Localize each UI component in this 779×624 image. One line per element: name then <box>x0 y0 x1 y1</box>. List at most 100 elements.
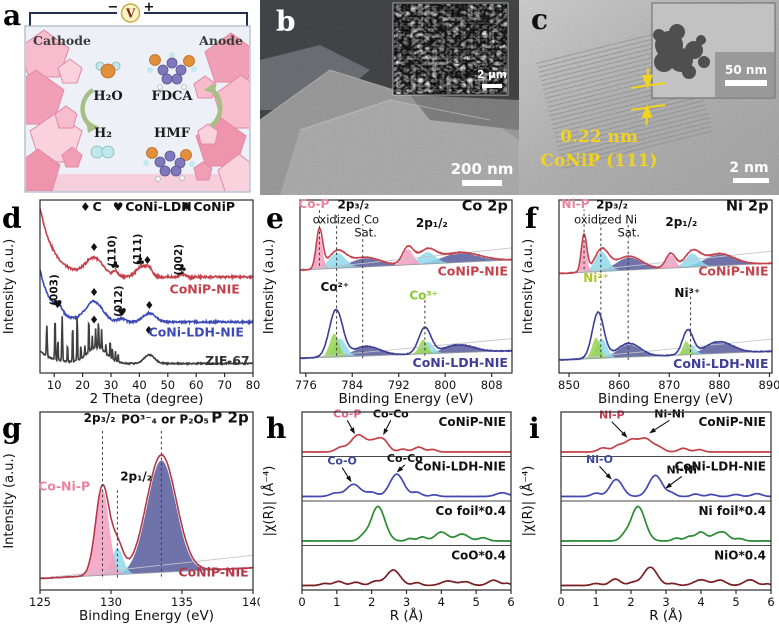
h2o-molecule <box>95 61 121 79</box>
annotation: P 2p <box>211 409 249 427</box>
xrd-chart: 10 20 30 40 50 60 70 80 2 Theta (degree) Intensit… <box>2 199 260 407</box>
annotation: CoNi-LDH-NIE <box>673 356 768 371</box>
annotation-arrow <box>611 421 624 434</box>
annotation-arrow <box>346 420 353 430</box>
trace-CoNi-LDH-NIE <box>558 310 773 362</box>
voltmeter-icon <box>120 3 141 23</box>
annotation: ♥ <box>53 298 63 311</box>
subpanel-label: CoNi-LDH-NIE <box>674 460 766 474</box>
annotation: CoNi-LDH-NIE <box>413 355 508 370</box>
annotation: CoNiP-NIE <box>438 263 508 278</box>
x-axis-label: 2 Theta (degree) <box>90 391 204 407</box>
annotation-arrowhead <box>649 427 656 434</box>
exafs-trace-CoNi-LDH-NIE <box>561 474 772 498</box>
trace-CoNi-LDH-NIE <box>39 269 254 326</box>
minus-sign: − <box>108 0 119 15</box>
panel-g-letter: g <box>2 412 22 445</box>
panel-h: h CoNiP-NIE Co-P Co-Co CoNi-LDH-NIE Co-O Co-C… <box>260 407 519 624</box>
p2p-xps-chart: 125 130 135 140 Binding Energy (eV) Intensity… <box>2 409 260 624</box>
fill-peak <box>319 333 350 358</box>
exafs-trace-Co foil*0.4 <box>301 505 511 542</box>
annotation-arrowhead <box>396 466 404 473</box>
h2-label: H₂ <box>94 126 112 141</box>
panel-c-letter: c <box>531 3 549 36</box>
annotation: oxidized Ni <box>574 212 637 226</box>
annotation: (002) <box>173 244 185 276</box>
trace-ZIF-67 <box>39 316 253 366</box>
x-axis-label: R (Å) <box>390 607 423 624</box>
subpanel-label: CoNiP-NIE <box>699 415 766 429</box>
annotation: Co-Co <box>373 407 409 420</box>
scalebar <box>733 178 769 183</box>
annotation: Ni²⁺ <box>583 271 609 285</box>
annotation: PO³⁻₄ or P₂O₅ <box>121 413 209 427</box>
anode-label: Anode <box>198 33 243 48</box>
x-tick-label: 4 <box>438 595 445 609</box>
x-axis-label: R (Å) <box>649 607 682 624</box>
annotation-arrow <box>400 464 406 469</box>
annotation: ♦ <box>144 324 154 337</box>
annotation-arrowhead <box>345 475 352 483</box>
annotation: ♣ <box>181 200 192 214</box>
panel-d-letter: d <box>2 202 22 235</box>
panel-b: b <box>260 0 519 195</box>
trace-CoNiP-NIE <box>299 227 513 272</box>
x-axis-label: Binding Energy (eV) <box>79 608 214 624</box>
x-tick-label: 125 <box>29 595 51 609</box>
annotation: ♦ <box>89 314 99 327</box>
annotation: 2p₃/₂ <box>596 198 628 212</box>
h2o-label: H₂O <box>93 89 122 104</box>
fill-peak <box>669 253 715 269</box>
panel-a-canvas: V − + <box>24 0 251 193</box>
annotation-arrow <box>654 419 670 431</box>
x-tick-label: 3 <box>662 595 669 609</box>
annotation-arrowhead <box>383 428 389 436</box>
x-tick-label: 6 <box>767 595 774 609</box>
circuit-wire: V − + <box>29 0 248 28</box>
annotation: ♣ <box>177 262 187 275</box>
panel-g: g 125 130 135 140 Binding Energy (eV) Intensi… <box>0 407 260 624</box>
x-tick-label: 890 <box>759 378 779 392</box>
annotation: (110) <box>106 235 118 267</box>
subpanel-label: NiO*0.4 <box>714 549 766 563</box>
scalebar-label: 2 nm <box>729 160 768 176</box>
annotation: ♥ <box>117 306 127 319</box>
annotation: Ni³⁺ <box>674 286 700 300</box>
trace-CoNiP-NIE <box>39 453 254 580</box>
annotation: 2p₁/₂ <box>120 470 152 484</box>
x-tick-label: 2 <box>368 595 375 609</box>
annotation-arrowhead <box>349 427 355 435</box>
annotation: Ni 2p <box>726 198 769 214</box>
x-tick-label: 1 <box>333 595 340 609</box>
ni2p-xps-chart: 850 860 870 880 890 Binding Energy (eV) Intens… <box>521 197 779 407</box>
annotation: Co-P <box>333 407 361 420</box>
x-tick-label: 3 <box>403 595 410 609</box>
annotation: ♦ <box>80 200 91 214</box>
y-axis-label: Intensity (a.u.) <box>521 239 536 334</box>
annotation: ♣ <box>110 259 120 272</box>
annotation: Ni-Ni <box>667 463 698 476</box>
x-tick-label: 135 <box>171 595 193 609</box>
x-tick-label: 0 <box>298 595 305 609</box>
x-tick-label: 860 <box>608 378 630 392</box>
annotation: Sat. <box>354 226 377 240</box>
tem-inset: 50 nm <box>651 2 776 99</box>
panel-a: a V − + <box>0 0 260 195</box>
annotation: ♦ <box>142 254 152 267</box>
inset-scalebar <box>482 84 502 88</box>
cathode-crystals <box>26 29 83 191</box>
x-tick-label: 850 <box>558 378 580 392</box>
annotation: (111) <box>132 234 144 266</box>
annotation: CoNiP <box>193 199 235 214</box>
annotation: 2p₃/₂ <box>337 198 369 212</box>
annotation: (003) <box>49 274 61 306</box>
annotation: 2p₁/₂ <box>416 216 448 230</box>
y-axis-label: Intensity (a.u.) <box>2 453 17 548</box>
plus-sign: + <box>144 0 155 15</box>
annotation: Ni-O <box>586 453 613 466</box>
scalebar-label: 200 nm <box>451 160 514 178</box>
annotation: ♦ <box>144 299 154 312</box>
